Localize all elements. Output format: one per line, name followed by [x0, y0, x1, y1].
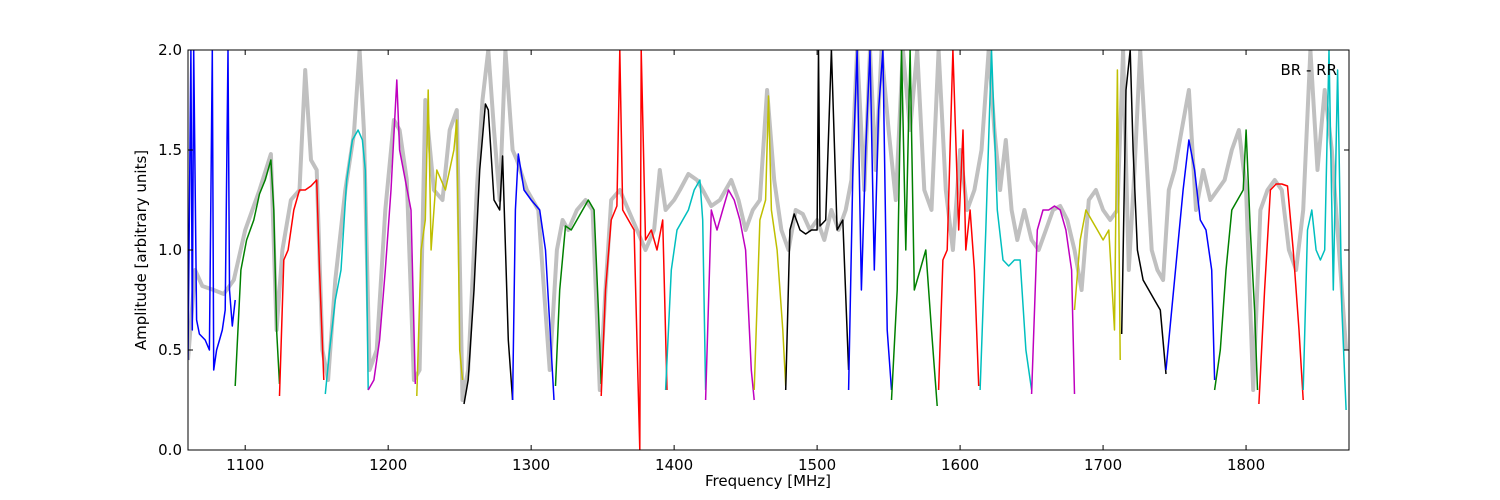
series-line-1: [188, 50, 236, 371]
x-tick-label: 1600: [941, 456, 979, 474]
series-line-18: [979, 50, 1033, 391]
series-line-25: [1302, 50, 1347, 411]
series-layer: [188, 50, 1347, 450]
series-line-24: [1258, 183, 1304, 405]
background-series-line: [188, 50, 1349, 402]
x-tick-label: 1400: [655, 456, 693, 474]
x-tick-label: 1100: [226, 456, 264, 474]
y-tick-label: 1.5: [158, 141, 182, 159]
series-line-12: [704, 189, 755, 401]
series-line-21: [1120, 50, 1167, 375]
series-line-19: [1030, 205, 1076, 395]
background-series-layer: [188, 50, 1349, 402]
series-line-2: [234, 159, 281, 387]
series-line-6: [416, 89, 464, 397]
series-line-11: [664, 179, 707, 391]
chart-annotation: BR - RR: [1280, 61, 1337, 79]
series-line-7: [463, 103, 514, 405]
series-line-14: [784, 50, 850, 391]
series-line-15: [847, 50, 893, 391]
series-line-20: [1073, 69, 1121, 361]
series-line-3: [278, 179, 325, 397]
x-tick-label: 1200: [369, 456, 407, 474]
y-axis-ticks: 0.0 0.5 1.0 1.5 2.0: [158, 41, 1349, 459]
series-line-9: [554, 199, 602, 387]
series-line-5: [367, 79, 417, 391]
series-line-4: [324, 129, 369, 395]
series-line-16: [890, 50, 938, 407]
y-tick-label: 0.5: [158, 341, 182, 359]
series-line-10: [600, 50, 668, 450]
series-line-17: [937, 50, 980, 391]
series-line-8: [511, 153, 555, 401]
y-tick-label: 2.0: [158, 41, 182, 59]
y-tick-label: 0.0: [158, 441, 182, 459]
x-tick-label: 1800: [1227, 456, 1265, 474]
x-tick-label: 1500: [798, 456, 836, 474]
series-line-23: [1213, 129, 1259, 391]
y-axis-label: Amplitude [arbitrary units]: [132, 150, 150, 350]
series-line-13: [753, 95, 787, 391]
x-tick-label: 1300: [512, 456, 550, 474]
x-axis-ticks: 1100 1200 1300 1400 1500 1600 1700 1800: [226, 50, 1265, 474]
series-line-22: [1165, 139, 1216, 381]
y-tick-label: 1.0: [158, 241, 182, 259]
x-tick-label: 1700: [1084, 456, 1122, 474]
x-axis-label: Frequency [MHz]: [705, 472, 831, 490]
